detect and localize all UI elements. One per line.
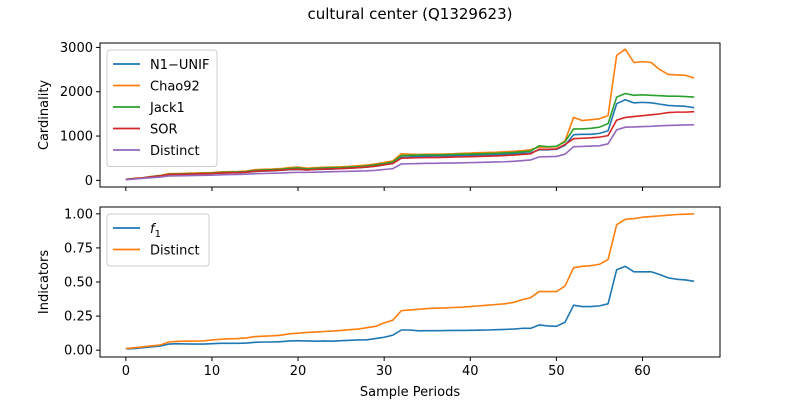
legend-label: Distinct [150,244,200,259]
series-line-f [125,265,695,350]
y-tick-label: 0 [85,174,93,189]
legend-label: Jack1 [149,101,185,116]
series-line-sor [125,110,695,181]
legend-label: N1−UNIF [150,58,209,73]
y-tick-label: 0.00 [64,344,93,359]
cardinality-panel: 0 1000 2000 3000 Cardinality N1−UNIF Chao92 Jac… [37,41,721,191]
legend-label: f1 [150,222,161,240]
x-tick-label: 50 [548,364,565,379]
legend-label: Chao92 [150,80,200,95]
y-tick-label: 1000 [60,130,93,145]
y-axis-label: Indicators [37,250,52,314]
y-tick-label: 0.50 [64,276,93,291]
x-tick-label: 20 [290,364,307,379]
x-tick-label: 60 [634,364,651,379]
indicators-panel: 0 10 20 30 40 50 60 0.00 0.25 0.50 0.75 1.00 Indicat… [37,206,721,400]
y-tick-label: 3000 [60,41,93,56]
x-tick-label: 30 [376,364,393,379]
legend-box [106,213,210,267]
series-line-distinct [125,123,695,181]
x-axis-label: Sample Periods [360,385,460,400]
legend-label: SOR [150,123,178,138]
x-tick-label: 40 [462,364,479,379]
y-tick-label: 1.00 [64,207,93,222]
y-tick-label: 0.75 [64,241,93,256]
y-tick-label: 2000 [60,85,93,100]
y-tick-label: 0.25 [64,310,93,325]
x-tick-label: 0 [122,364,130,379]
chart-title: cultural center (Q1329623) [308,5,513,23]
y-axis-label: Cardinality [37,80,52,151]
x-tick-label: 10 [204,364,221,379]
series-line-distinct [125,213,695,350]
legend-label: Distinct [150,144,200,159]
legend-box [106,49,218,167]
plot-frame [99,42,721,188]
